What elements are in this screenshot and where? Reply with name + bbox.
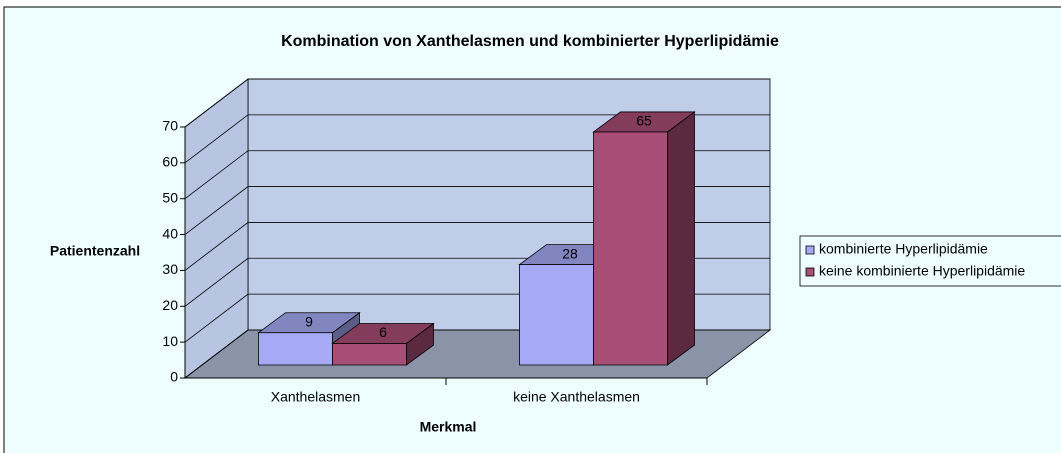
data-label: 6 — [379, 324, 387, 340]
y-tick-label: 50 — [162, 189, 178, 205]
y-tick-label: 70 — [162, 118, 178, 134]
data-label: 9 — [305, 313, 313, 329]
bar — [331, 322, 435, 366]
legend-box — [799, 235, 1061, 287]
x-axis-title: Merkmal — [420, 419, 477, 435]
x-tick-label: Xanthelasmen — [271, 389, 361, 405]
grid-line — [184, 78, 770, 128]
bar-front — [593, 131, 668, 366]
bar-side — [667, 111, 695, 366]
side-wall — [184, 78, 249, 379]
y-tick-label: 10 — [162, 333, 178, 349]
y-tick-label: 0 — [170, 369, 178, 385]
y-tick-label: 30 — [162, 261, 178, 277]
y-tick-label: 40 — [162, 225, 178, 241]
data-label: 65 — [636, 113, 652, 129]
bar — [592, 111, 696, 366]
chart-title: Kombination von Xanthelasmen und kombini… — [281, 33, 779, 50]
legend-swatch — [805, 267, 815, 277]
legend-swatch — [805, 245, 815, 255]
bar-front — [258, 332, 333, 366]
legend-label: kombinierte Hyperlipidämie — [819, 241, 988, 257]
y-tick-label: 60 — [162, 154, 178, 170]
bar-front — [332, 343, 407, 366]
bar-front — [519, 264, 594, 366]
grid-line — [184, 114, 770, 164]
legend-label: keine kombinierte Hyperlipidämie — [819, 263, 1025, 279]
y-tick-label: 20 — [162, 297, 178, 313]
data-label: 28 — [562, 245, 578, 261]
y-axis-title: Patientenzahl — [50, 243, 140, 259]
x-tick-label: keine Xanthelasmen — [513, 389, 640, 405]
